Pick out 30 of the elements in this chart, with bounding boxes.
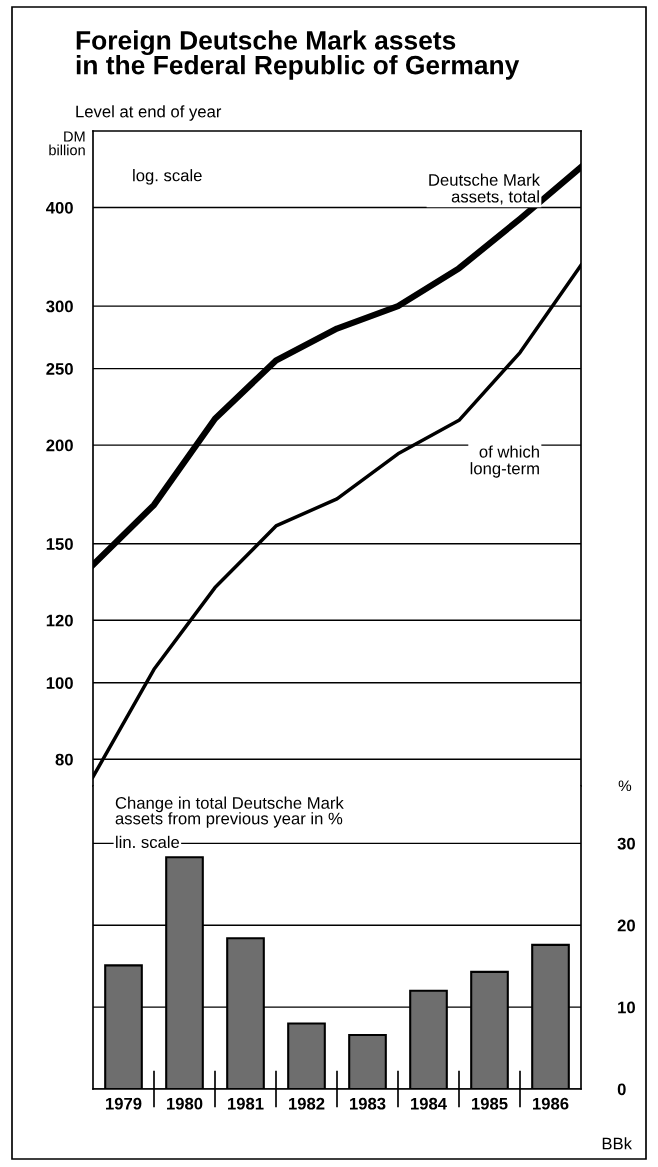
text: BBk: [602, 1137, 633, 1150]
y-tick-label: 10: [618, 1001, 635, 1014]
y-tick-label: 30: [617, 837, 635, 850]
chart-subtitle: Level at end of year: [76, 105, 222, 121]
annotation: lin. scale: [116, 835, 180, 849]
y-axis-title: DM billion: [49, 131, 85, 156]
series-label: of which long-term: [470, 445, 539, 478]
y-tick-label: 150: [46, 538, 73, 550]
x-tick-label: 1986: [533, 1097, 569, 1110]
annotation: log. scale: [133, 169, 202, 185]
x-tick-label: 1982: [289, 1097, 325, 1110]
annotation: Change in total Deutsche Mark assets from previous year in %: [115, 796, 344, 828]
y-tick-label: 250: [46, 363, 73, 375]
x-tick-label: 1980: [167, 1097, 203, 1110]
y-tick-label: 300: [46, 300, 73, 313]
y-tick-label: 400: [46, 201, 73, 214]
y-tick-label: 80: [55, 753, 73, 766]
x-tick-label: 1985: [472, 1097, 508, 1110]
x-tick-label: 1981: [228, 1097, 264, 1110]
y-tick-label: 120: [46, 614, 73, 627]
y-tick-label: 20: [617, 919, 635, 932]
y-tick-label: 100: [46, 677, 73, 689]
x-tick-label: 1983: [350, 1097, 386, 1110]
x-tick-label: 1979: [106, 1097, 142, 1110]
y-axis-title: %: [618, 780, 632, 792]
chart-title: Foreign Deutsche Mark assets in the Federal Republic of Germany: [76, 30, 520, 80]
x-tick-label: 1984: [411, 1097, 447, 1110]
series-label: Deutsche Mark assets, total: [429, 173, 541, 205]
y-tick-label: 0: [617, 1083, 626, 1096]
y-tick-label: 200: [46, 439, 73, 452]
